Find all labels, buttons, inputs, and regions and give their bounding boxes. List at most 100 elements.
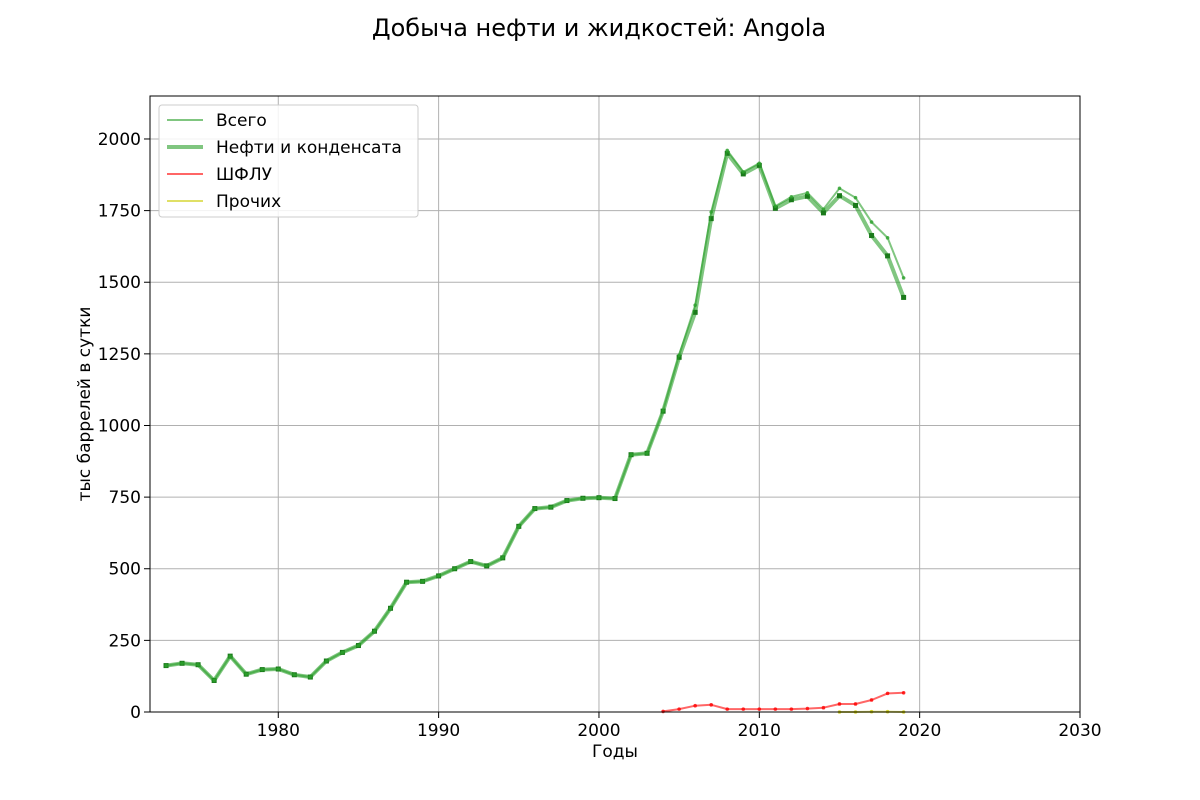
series-marker	[869, 698, 874, 702]
series-marker	[853, 202, 859, 208]
plot-area	[163, 148, 907, 714]
series-marker	[820, 210, 826, 216]
series-marker	[420, 579, 425, 584]
series-marker	[693, 303, 697, 307]
series-marker	[308, 675, 313, 679]
y-tick-label: 750	[109, 488, 141, 508]
series-marker	[901, 276, 906, 280]
series-marker	[885, 236, 890, 240]
series-marker	[836, 193, 842, 199]
series-marker	[740, 171, 746, 177]
series-marker	[228, 654, 232, 658]
series-marker	[709, 210, 714, 214]
x-tick-label: 2020	[898, 721, 941, 741]
series-marker	[804, 193, 810, 199]
x-axis: 1980 1990 2000 2010 2020 2030	[257, 712, 1102, 741]
series-marker	[837, 186, 842, 191]
series-marker	[709, 703, 714, 707]
series-marker	[869, 220, 874, 224]
series-marker	[708, 216, 714, 222]
series-marker	[516, 524, 521, 529]
series-marker	[789, 195, 794, 199]
series-marker	[388, 606, 393, 611]
y-tick-label: 1250	[98, 345, 141, 365]
y-tick-label: 2000	[98, 130, 141, 150]
series-marker	[645, 451, 649, 456]
series-marker	[500, 556, 505, 560]
series-marker	[324, 659, 329, 663]
series-marker	[276, 667, 281, 671]
series-marker	[452, 566, 457, 571]
x-tick-label: 1990	[417, 721, 460, 741]
y-tick-label: 1000	[98, 416, 141, 436]
series-marker	[533, 506, 537, 511]
series-marker	[629, 452, 633, 457]
series-marker	[677, 353, 681, 358]
series-marker	[773, 707, 778, 711]
series-marker	[725, 148, 730, 153]
series-marker	[404, 580, 409, 585]
x-tick-label: 2010	[738, 721, 781, 741]
legend: Всего Нефти и конденсата ШФЛУ Прочих	[158, 104, 419, 218]
series-line	[662, 691, 905, 713]
series-marker	[180, 661, 184, 666]
legend-entry: ШФЛУ	[216, 165, 273, 185]
series-marker	[356, 643, 361, 648]
series-marker	[821, 207, 826, 211]
series-marker	[805, 191, 810, 195]
series-marker	[772, 205, 778, 211]
x-axis-label: Годы	[592, 742, 638, 762]
series-marker	[853, 702, 858, 706]
series-marker	[581, 496, 585, 501]
series-marker	[565, 498, 569, 503]
series-marker	[212, 678, 216, 683]
series-marker	[885, 253, 891, 259]
y-tick-label: 500	[109, 560, 141, 580]
series-marker	[372, 629, 377, 634]
y-axis-label: тыс баррелей в сутки	[75, 307, 95, 502]
series-marker	[196, 662, 200, 667]
series-marker	[164, 663, 168, 668]
y-tick-label: 1500	[98, 273, 141, 293]
series-marker	[661, 408, 665, 413]
legend-box	[158, 104, 419, 218]
x-tick-label: 1980	[257, 721, 300, 741]
series-marker	[789, 707, 794, 711]
legend-entry: Всего	[216, 111, 267, 131]
series-marker	[901, 691, 906, 695]
series-marker	[468, 559, 473, 564]
x-tick-label: 2000	[577, 721, 620, 741]
series-marker	[693, 703, 697, 708]
series-marker	[725, 707, 730, 711]
y-tick-label: 250	[109, 631, 141, 651]
series-marker	[757, 707, 762, 711]
series-marker	[340, 650, 345, 655]
series-line	[165, 149, 905, 682]
y-tick-label: 1750	[98, 202, 141, 222]
series-line	[164, 151, 906, 683]
series-marker	[821, 705, 826, 710]
y-tick-label: 0	[130, 703, 141, 723]
series-marker	[773, 204, 778, 209]
series-marker	[901, 294, 907, 300]
series-marker	[805, 706, 810, 711]
series-marker	[484, 564, 489, 568]
series-marker	[677, 707, 681, 711]
legend-entry: Нефти и конденсата	[216, 138, 402, 158]
x-tick-label: 2030	[1058, 721, 1101, 741]
series-marker	[869, 233, 875, 239]
series-marker	[741, 170, 746, 174]
y-axis: 0 250 500 750 1000 1250 1500 1750 2000	[98, 130, 150, 723]
series-marker	[661, 709, 665, 714]
legend-entry: Прочих	[216, 192, 281, 212]
chart-title: Добыча нефти и жидкостей: Angola	[372, 14, 826, 42]
series-marker	[788, 197, 794, 203]
series-marker	[244, 672, 249, 676]
axes-frame	[149, 95, 1081, 713]
series-marker	[260, 667, 265, 672]
series-marker	[436, 574, 441, 578]
series-marker	[757, 161, 762, 166]
series-marker	[292, 672, 297, 677]
series-marker	[549, 505, 553, 509]
